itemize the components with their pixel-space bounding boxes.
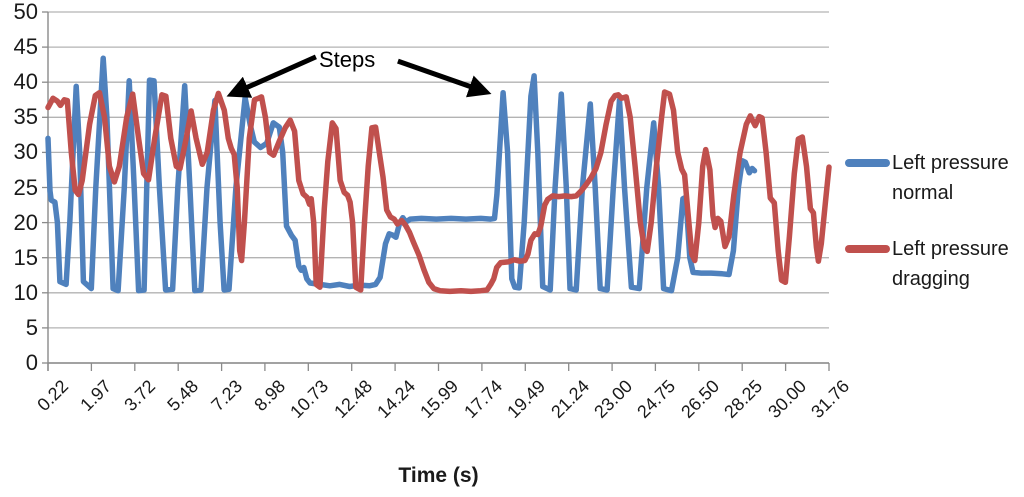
legend-label-normal-line2: normal: [892, 182, 954, 204]
legend-label-normal: Left pressure normal: [892, 148, 1009, 208]
legend: Left pressure normal Left pressure dragg…: [845, 148, 1023, 320]
steps-annotation-label: Steps: [319, 47, 376, 72]
y-axis-tick-label: 15: [13, 244, 38, 270]
y-axis-tick-label: 25: [13, 174, 38, 200]
legend-item-normal: Left pressure normal: [845, 148, 1023, 208]
y-axis-tick-label: 5: [25, 314, 38, 340]
legend-label-dragging-line2: dragging: [892, 268, 970, 290]
legend-item-dragging: Left pressure dragging: [845, 234, 1023, 294]
legend-swatch-dragging-icon: [845, 245, 890, 253]
y-axis-tick-label: 30: [13, 139, 38, 165]
series-line-dragging: [45, 89, 832, 295]
y-axis-tick-label: 20: [13, 209, 38, 235]
y-axis-tick-label: 50: [13, 0, 38, 24]
x-axis-title: Time (s): [398, 464, 479, 487]
steps-arrow-right-icon: [397, 58, 492, 98]
legend-label-dragging-line1: Left pressure: [892, 238, 1009, 260]
steps-arrow-left-icon: [226, 54, 317, 98]
y-axis-tick-label: 10: [13, 279, 38, 305]
legend-swatch-normal-icon: [845, 159, 890, 167]
y-axis-tick-label: 0: [25, 350, 38, 375]
y-axis-tick-label: 35: [13, 104, 38, 130]
y-axis-tick-label: 45: [13, 34, 38, 60]
y-axis-tick-label: 40: [13, 69, 38, 95]
legend-label-dragging: Left pressure dragging: [892, 234, 1009, 294]
legend-label-normal-line1: Left pressure: [892, 152, 1009, 174]
series-line-normal: [45, 55, 758, 294]
